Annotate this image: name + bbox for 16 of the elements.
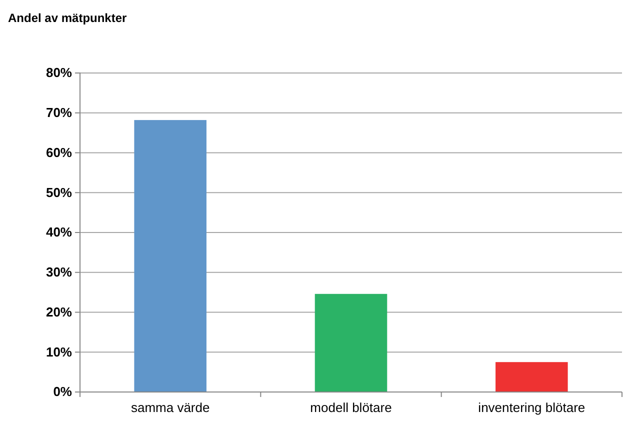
y-tick-label: 30%: [46, 264, 72, 280]
x-tick-label: modell blötare: [310, 400, 392, 415]
bar: [314, 294, 388, 392]
y-tick-label: 50%: [46, 184, 72, 200]
y-tick-label: 80%: [46, 65, 72, 80]
chart-title: Andel av mätpunkter: [8, 11, 128, 25]
x-tick-label: inventering blötare: [478, 400, 586, 415]
y-tick-label: 70%: [46, 105, 72, 120]
y-tick-label: 10%: [46, 344, 72, 360]
y-tick-label: 60%: [46, 144, 72, 160]
bar: [496, 362, 568, 392]
x-tick-label: samma värde: [130, 400, 210, 415]
y-tick-label: 20%: [46, 304, 72, 320]
y-tick-label: 0%: [53, 384, 72, 400]
y-tick-label: 40%: [46, 224, 72, 240]
bar: [134, 120, 206, 392]
